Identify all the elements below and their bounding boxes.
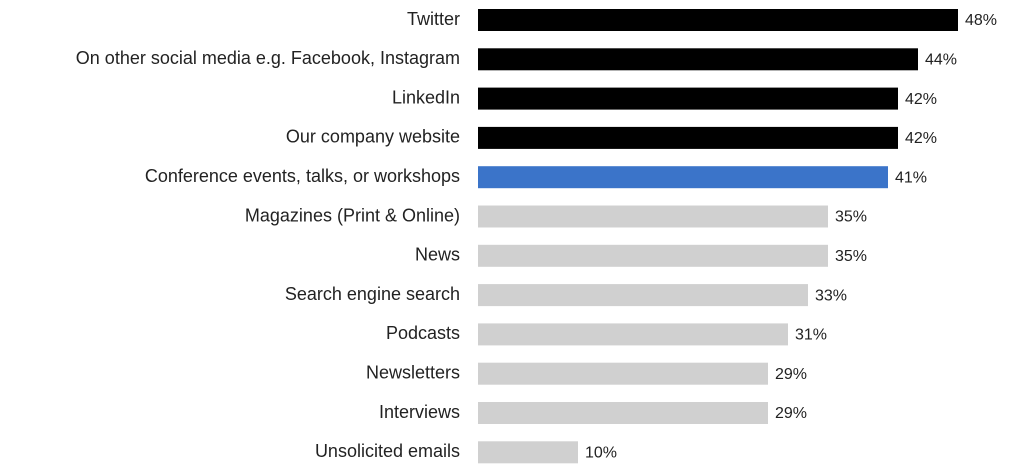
value-label-podcasts: 31% (795, 327, 827, 344)
value-label-linkedin: 42% (905, 91, 937, 108)
category-label-magazines-print-online: Magazines (Print & Online) (245, 205, 460, 225)
bar-newsletters (478, 362, 768, 385)
value-label-interviews: 29% (775, 405, 807, 422)
category-label-news: News (415, 245, 460, 265)
bar-news (478, 244, 828, 267)
value-label-twitter: 48% (965, 12, 997, 29)
category-label-linkedin: LinkedIn (392, 87, 460, 107)
category-labels: Twitter On other social media e.g. Facebo… (76, 9, 460, 461)
category-label-search-engine-search: Search engine search (285, 284, 460, 304)
value-label-news: 35% (835, 248, 867, 265)
bars (478, 9, 958, 464)
bar-unsolicited-emails (478, 441, 578, 464)
category-label-newsletters: Newsletters (366, 362, 460, 382)
value-label-search-engine-search: 33% (815, 287, 847, 304)
category-label-on-other-social-media-e-g-facebook-instagram: On other social media e.g. Facebook, Ins… (76, 48, 460, 68)
bar-interviews (478, 402, 768, 424)
value-label-our-company-website: 42% (905, 130, 937, 147)
category-label-unsolicited-emails: Unsolicited emails (315, 441, 460, 461)
bar-on-other-social-media-e-g-facebook-instagram (478, 48, 918, 71)
bar-conference-events-talks-or-workshops (478, 166, 888, 189)
category-label-conference-events-talks-or-workshops: Conference events, talks, or workshops (145, 166, 460, 186)
value-label-conference-events-talks-or-workshops: 41% (895, 169, 927, 186)
value-label-magazines-print-online: 35% (835, 209, 867, 226)
value-labels: 48% 44% 42% 42% 41% 35% 35% 33% 31% 29% 29% 10% (585, 12, 997, 461)
bar-search-engine-search (478, 284, 808, 307)
category-label-our-company-website: Our company website (286, 127, 460, 147)
value-label-newsletters: 29% (775, 366, 807, 383)
bar-linkedin (478, 87, 898, 110)
bar-our-company-website (478, 126, 898, 149)
bar-twitter (478, 9, 958, 31)
category-label-podcasts: Podcasts (386, 323, 460, 343)
bar-podcasts (478, 323, 788, 346)
category-label-interviews: Interviews (379, 402, 460, 422)
category-label-twitter: Twitter (407, 9, 460, 29)
value-label-on-other-social-media-e-g-facebook-instagram: 44% (925, 52, 957, 69)
value-label-unsolicited-emails: 10% (585, 445, 617, 462)
bar-magazines-print-online (478, 205, 828, 228)
